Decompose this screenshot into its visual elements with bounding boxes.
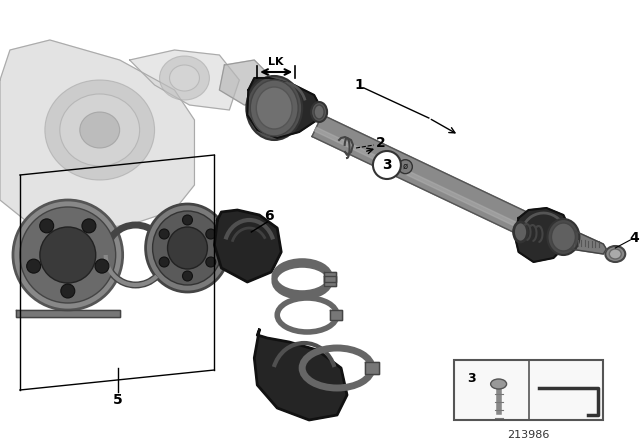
Ellipse shape: [82, 219, 96, 233]
Ellipse shape: [168, 227, 207, 269]
Ellipse shape: [60, 94, 140, 166]
Ellipse shape: [547, 219, 579, 255]
Ellipse shape: [552, 223, 575, 251]
Polygon shape: [214, 210, 281, 282]
Text: 3: 3: [382, 158, 392, 172]
Bar: [454, 360, 604, 420]
Ellipse shape: [95, 259, 109, 273]
Text: 6: 6: [264, 209, 274, 223]
Polygon shape: [365, 362, 379, 374]
Text: 5: 5: [113, 393, 122, 407]
Ellipse shape: [206, 229, 216, 239]
Text: LK: LK: [269, 57, 284, 67]
Ellipse shape: [40, 219, 54, 233]
Ellipse shape: [159, 257, 169, 267]
Ellipse shape: [246, 76, 302, 140]
Ellipse shape: [20, 207, 116, 303]
Text: 2: 2: [376, 136, 386, 150]
Ellipse shape: [250, 80, 298, 136]
Ellipse shape: [40, 227, 96, 283]
Ellipse shape: [605, 246, 625, 262]
Polygon shape: [16, 310, 120, 317]
Polygon shape: [220, 60, 269, 105]
Polygon shape: [0, 40, 195, 230]
Ellipse shape: [80, 112, 120, 148]
Ellipse shape: [170, 65, 200, 91]
Circle shape: [373, 151, 401, 179]
Ellipse shape: [13, 200, 123, 310]
Ellipse shape: [609, 249, 621, 259]
Polygon shape: [312, 115, 529, 235]
Ellipse shape: [206, 257, 216, 267]
Ellipse shape: [314, 105, 324, 119]
Ellipse shape: [61, 284, 75, 298]
Ellipse shape: [27, 259, 41, 273]
Polygon shape: [314, 127, 523, 229]
Ellipse shape: [182, 271, 193, 281]
Polygon shape: [254, 330, 347, 420]
Ellipse shape: [182, 215, 193, 225]
Polygon shape: [324, 272, 336, 282]
Ellipse shape: [145, 204, 229, 292]
Polygon shape: [247, 78, 321, 138]
Text: 3: 3: [467, 371, 476, 384]
Text: ø: ø: [403, 162, 408, 171]
Ellipse shape: [311, 102, 327, 122]
Ellipse shape: [159, 56, 209, 100]
Text: 1: 1: [354, 78, 364, 92]
Ellipse shape: [45, 80, 155, 180]
Ellipse shape: [398, 159, 412, 174]
Ellipse shape: [513, 222, 527, 242]
Polygon shape: [570, 229, 606, 254]
Ellipse shape: [159, 229, 169, 239]
Polygon shape: [330, 310, 342, 320]
Text: 213986: 213986: [508, 430, 550, 440]
Polygon shape: [324, 276, 336, 286]
Polygon shape: [130, 50, 239, 110]
Ellipse shape: [152, 211, 222, 285]
Ellipse shape: [256, 87, 292, 129]
Polygon shape: [515, 208, 570, 262]
Text: 4: 4: [629, 231, 639, 245]
Ellipse shape: [491, 379, 507, 389]
